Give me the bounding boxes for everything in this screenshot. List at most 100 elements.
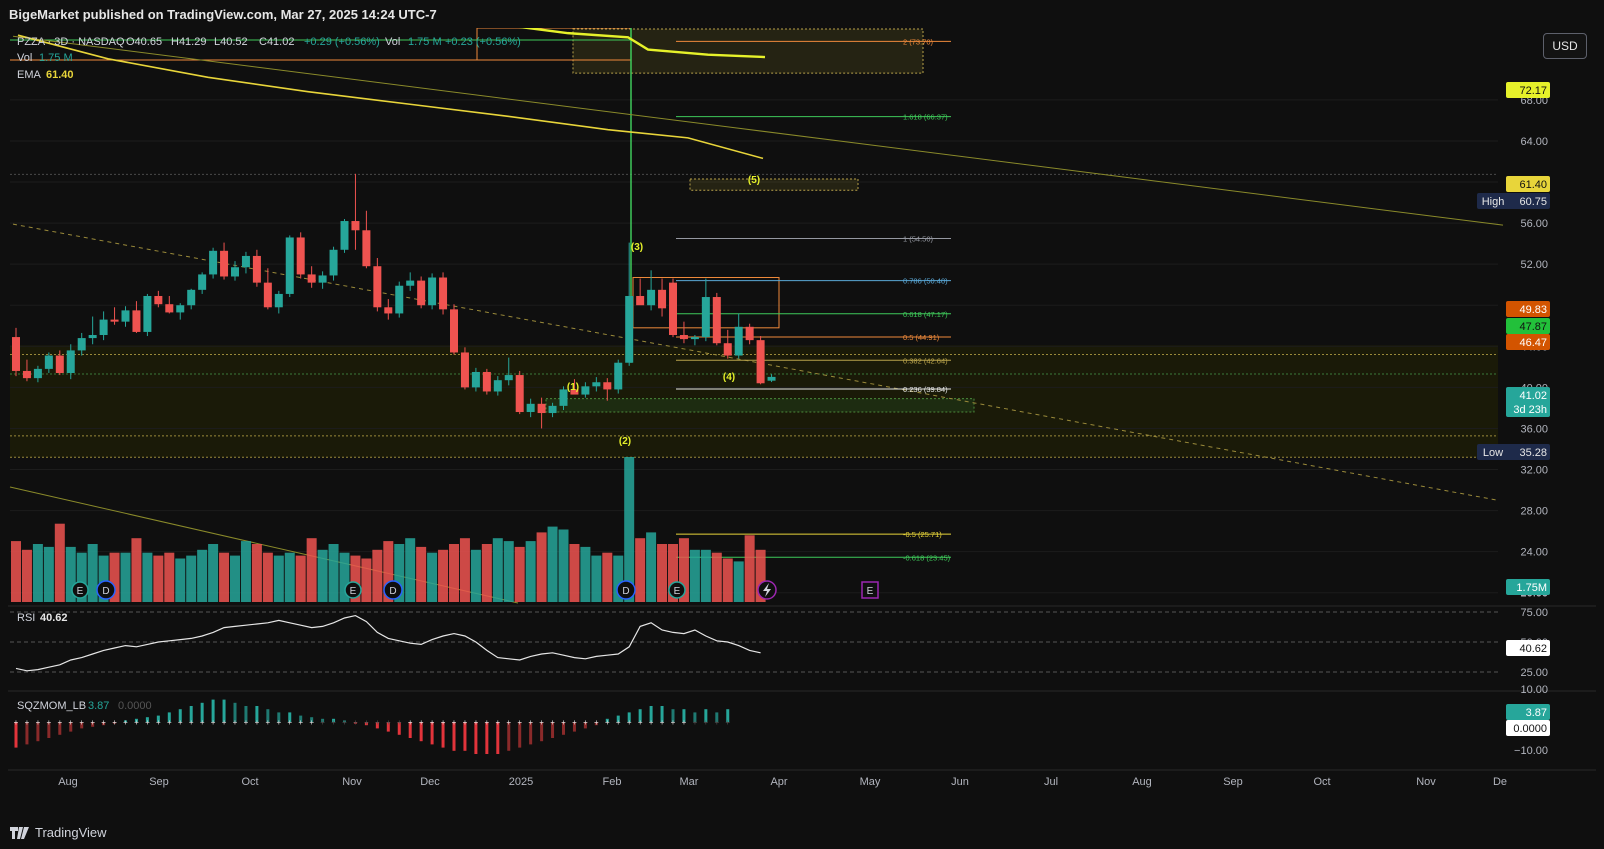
sqz-cross: + (68, 718, 73, 727)
tradingview-brand[interactable]: TradingView (10, 825, 107, 840)
sqz-cross: + (178, 718, 183, 727)
candle (241, 251, 250, 274)
candle-body (647, 289, 656, 306)
sqz-bar (14, 722, 18, 748)
publish-text: BigeMarket published on TradingView.com,… (9, 7, 437, 22)
sqz-bar (529, 722, 533, 745)
sqz-cross: + (463, 718, 468, 727)
currency-button[interactable]: USD (1543, 33, 1587, 59)
sqz-bar (321, 718, 325, 722)
candle (274, 290, 283, 314)
sqz-cross: + (419, 718, 424, 727)
wave-label: (4) (723, 372, 735, 383)
low-label: Low (1477, 444, 1509, 460)
legend-ema-value: 61.40 (46, 69, 74, 81)
candle (318, 271, 327, 289)
sqz-cross: + (276, 718, 281, 727)
volume-bar (109, 552, 120, 602)
candle-body (636, 295, 645, 306)
high-label-text: High (1482, 196, 1505, 208)
volume-bar (602, 552, 613, 602)
sqz-badge-bg (1506, 704, 1550, 720)
sqz-cross: + (233, 718, 238, 727)
sqz-cross: + (605, 718, 610, 727)
volume-bar (416, 546, 427, 602)
volume-bar (251, 544, 262, 602)
volume-bar (711, 552, 722, 602)
sqz-cross: + (616, 718, 621, 727)
fib-label: -0.618 (23.45) (903, 553, 951, 562)
candle-body (417, 280, 426, 306)
fib-label: -0.5 (25.71) (903, 530, 942, 539)
candle (482, 368, 491, 395)
candle (537, 397, 546, 429)
sqz-cross: + (550, 718, 555, 727)
candle-body (515, 375, 524, 413)
volume-bar (273, 555, 284, 602)
volume-bar (394, 544, 405, 602)
chart-area[interactable]: 2 (73.70) 1.618 (66.37) 1 (54.50) 0.786 (50… (8, 6, 1596, 816)
sqz-badge-zero-text: 0.0000 (1513, 723, 1547, 735)
sqz-bar (594, 722, 598, 726)
candle (384, 299, 393, 320)
sqz-bar (693, 712, 697, 722)
low-label-bg (1477, 444, 1509, 460)
price-badge-47: 47.87 (1506, 318, 1550, 334)
price-badge-46-bg (1506, 334, 1550, 350)
event-circle (383, 580, 403, 600)
ema-badge: 61.40 (1506, 176, 1550, 192)
sqz-bar (375, 722, 379, 729)
event-marker: E (344, 581, 362, 599)
volume-bar (175, 558, 186, 602)
volume-badge: 1.75M (1506, 579, 1550, 595)
wave-label: (3) (631, 242, 643, 253)
sqz-cross: + (36, 718, 41, 727)
sqz-bar (167, 712, 171, 722)
sqz-cross: + (430, 718, 435, 727)
volume-bar (569, 544, 580, 602)
candle (22, 359, 31, 382)
candle (526, 398, 535, 418)
sqz-badge: 3.87 (1506, 704, 1550, 720)
price-chart[interactable]: 2 (73.70) 1.618 (66.37) 1 (54.50) 0.786 (50… (8, 6, 1596, 816)
legend-low: L40.52 (214, 36, 248, 48)
volume-bar (284, 552, 295, 602)
sqz-cross: + (561, 718, 566, 727)
candle (252, 249, 261, 287)
event-marker: D (96, 580, 116, 600)
candle-body (603, 382, 612, 390)
sqz-cross: + (222, 718, 227, 727)
x-tick-label: Nov (1416, 776, 1436, 788)
sqz-cross: + (375, 718, 380, 727)
volume-bar (722, 558, 733, 602)
sqz-cross: + (25, 718, 30, 727)
sqz-cross: + (189, 718, 194, 727)
candle (603, 378, 612, 401)
sqz-bar (25, 722, 29, 745)
candle (471, 367, 480, 392)
candle (581, 382, 590, 398)
sqz-cross: + (441, 718, 446, 727)
candle-body (460, 352, 469, 388)
sqz-cross: + (156, 718, 161, 727)
fib-label: 0.618 (47.17) (903, 310, 948, 319)
sqz-bar (562, 722, 565, 735)
candle-body (351, 221, 360, 231)
legend-open: O40.65 (126, 36, 162, 48)
sqz-bar (452, 722, 456, 751)
candle (351, 173, 360, 250)
sqz-cross: + (572, 718, 577, 727)
candle-body (329, 249, 338, 276)
sqz-cross: + (627, 718, 632, 727)
candle (88, 316, 97, 345)
rsi-badge-bg (1506, 640, 1550, 656)
x-tick-label: Sep (1223, 776, 1243, 788)
target-zone-mid (689, 178, 859, 191)
candle (220, 242, 229, 280)
volume-bar (350, 555, 361, 602)
sqz-cross: + (287, 718, 292, 727)
fib-label: 0.5 (44.91) (903, 333, 940, 342)
sqz-cross: + (583, 718, 588, 727)
candle (734, 313, 743, 359)
volume-bar (32, 544, 43, 602)
